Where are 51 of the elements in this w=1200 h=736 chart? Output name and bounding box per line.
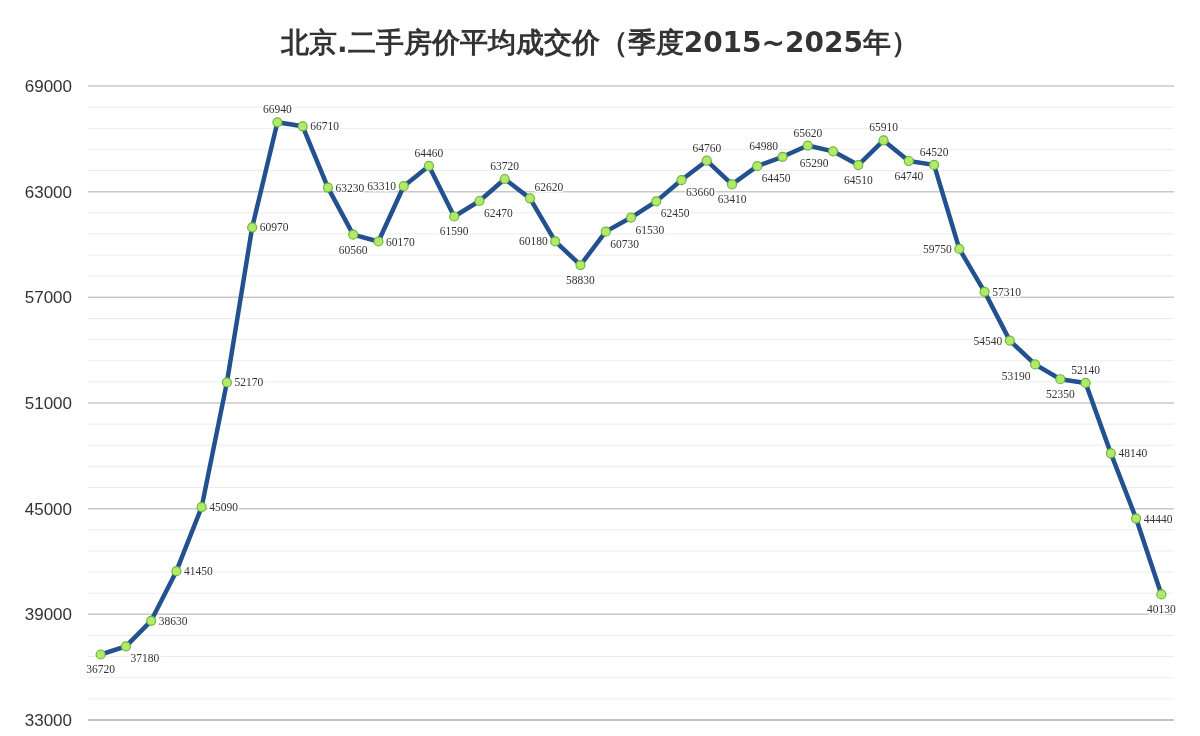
data-label: 60180	[518, 235, 548, 248]
data-label: 65290	[799, 157, 829, 170]
y-tick-label: 45000	[24, 499, 72, 519]
data-label: 63660	[686, 186, 716, 199]
chart-title: 北京.二手房价平均成交价（季度2015~2025年）	[280, 26, 919, 59]
data-label: 64510	[843, 174, 873, 187]
data-label: 65910	[869, 121, 899, 134]
data-label: 63720	[490, 159, 520, 172]
y-tick-label: 57000	[24, 288, 72, 308]
data-label: 60970	[259, 221, 289, 234]
data-label: 41450	[183, 565, 213, 578]
data-label: 62470	[484, 207, 514, 219]
data-label: 64460	[414, 146, 444, 159]
data-label: 64760	[692, 141, 722, 154]
data-label: 64520	[919, 145, 949, 158]
data-label: 52140	[1071, 363, 1101, 376]
data-label: 57310	[992, 285, 1022, 298]
data-label: 59750	[923, 242, 952, 255]
data-label: 62620	[534, 181, 564, 194]
y-tick-label: 33000	[24, 711, 72, 730]
data-label: 54540	[973, 334, 1003, 347]
data-label: 63310	[367, 180, 397, 193]
data-label: 64980	[749, 139, 779, 152]
data-label: 52350	[1045, 388, 1075, 401]
data-label: 38630	[158, 614, 188, 627]
data-label: 63410	[717, 193, 747, 206]
y-tick-label: 69000	[24, 77, 72, 96]
data-label: 64740	[894, 170, 924, 183]
data-label: 58830	[566, 274, 596, 287]
data-label: 60730	[610, 237, 640, 250]
data-label: 37180	[130, 652, 160, 665]
data-label: 60560	[338, 243, 368, 256]
data-label: 40130	[1147, 603, 1176, 616]
y-tick-label: 39000	[24, 605, 72, 625]
y-tick-label: 51000	[24, 394, 72, 413]
data-label: 53190	[1001, 370, 1031, 383]
data-label: 66940	[263, 103, 293, 116]
data-label: 61530	[635, 223, 665, 236]
data-label: 48140	[1118, 447, 1148, 460]
y-tick-label: 63000	[24, 182, 72, 202]
data-label: 45090	[209, 501, 239, 514]
data-label: 60170	[386, 235, 416, 248]
data-label: 36720	[86, 663, 116, 676]
data-label: 64450	[761, 172, 791, 185]
data-label: 66710	[310, 120, 340, 133]
data-label: 63230	[335, 181, 365, 194]
data-label: 61590	[439, 225, 469, 238]
data-label: 62450	[660, 207, 690, 220]
data-label: 52170	[234, 376, 264, 389]
data-label: 65620	[793, 126, 823, 139]
data-label: 44440	[1143, 512, 1173, 525]
